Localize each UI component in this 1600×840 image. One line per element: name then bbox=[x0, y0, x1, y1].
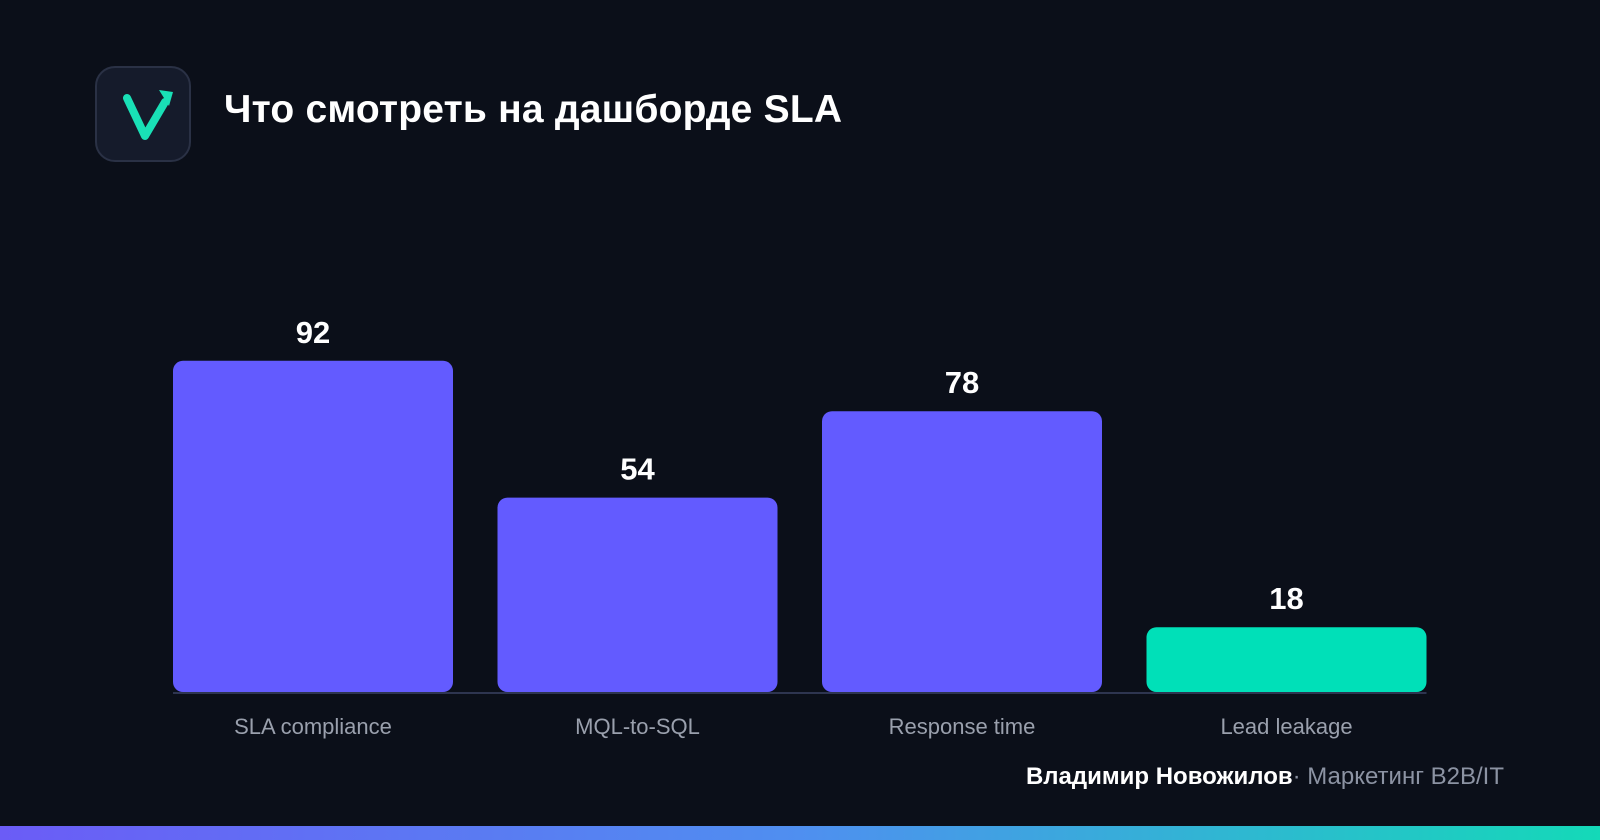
footer-org: Маркетинг B2B/IT bbox=[1307, 763, 1504, 790]
footer-credit: Владимир Новожилов· Маркетинг B2B/IT bbox=[1026, 763, 1504, 791]
logo-badge bbox=[95, 66, 191, 162]
page-title: Что смотреть на дашборде SLA bbox=[224, 88, 843, 131]
bar-chart: 92 SLA compliance 54 MQL-to-SQL 78 Response t… bbox=[173, 315, 1427, 739]
bottom-gradient-bar bbox=[0, 826, 1600, 840]
footer-separator: · bbox=[1292, 763, 1301, 790]
bar-response-time bbox=[822, 411, 1102, 692]
bar-mql-to-sql bbox=[497, 497, 778, 692]
bar-sla-compliance bbox=[173, 360, 453, 692]
value-label-mql-to-sql: 54 bbox=[620, 452, 655, 487]
value-label-lead-leakage: 18 bbox=[1269, 581, 1303, 616]
bar-lead-leakage bbox=[1146, 627, 1427, 692]
footer-author: Владимир Новожилов bbox=[1025, 763, 1293, 790]
value-label-response-time: 78 bbox=[945, 365, 979, 400]
category-label-mql-to-sql: MQL-to-SQL bbox=[575, 714, 700, 739]
checkmark-arrow-icon bbox=[123, 90, 173, 140]
category-label-sla-compliance: SLA compliance bbox=[234, 714, 392, 739]
value-label-sla-compliance: 92 bbox=[296, 315, 330, 350]
category-label-response-time: Response time bbox=[889, 714, 1036, 739]
category-label-lead-leakage: Lead leakage bbox=[1220, 714, 1352, 739]
